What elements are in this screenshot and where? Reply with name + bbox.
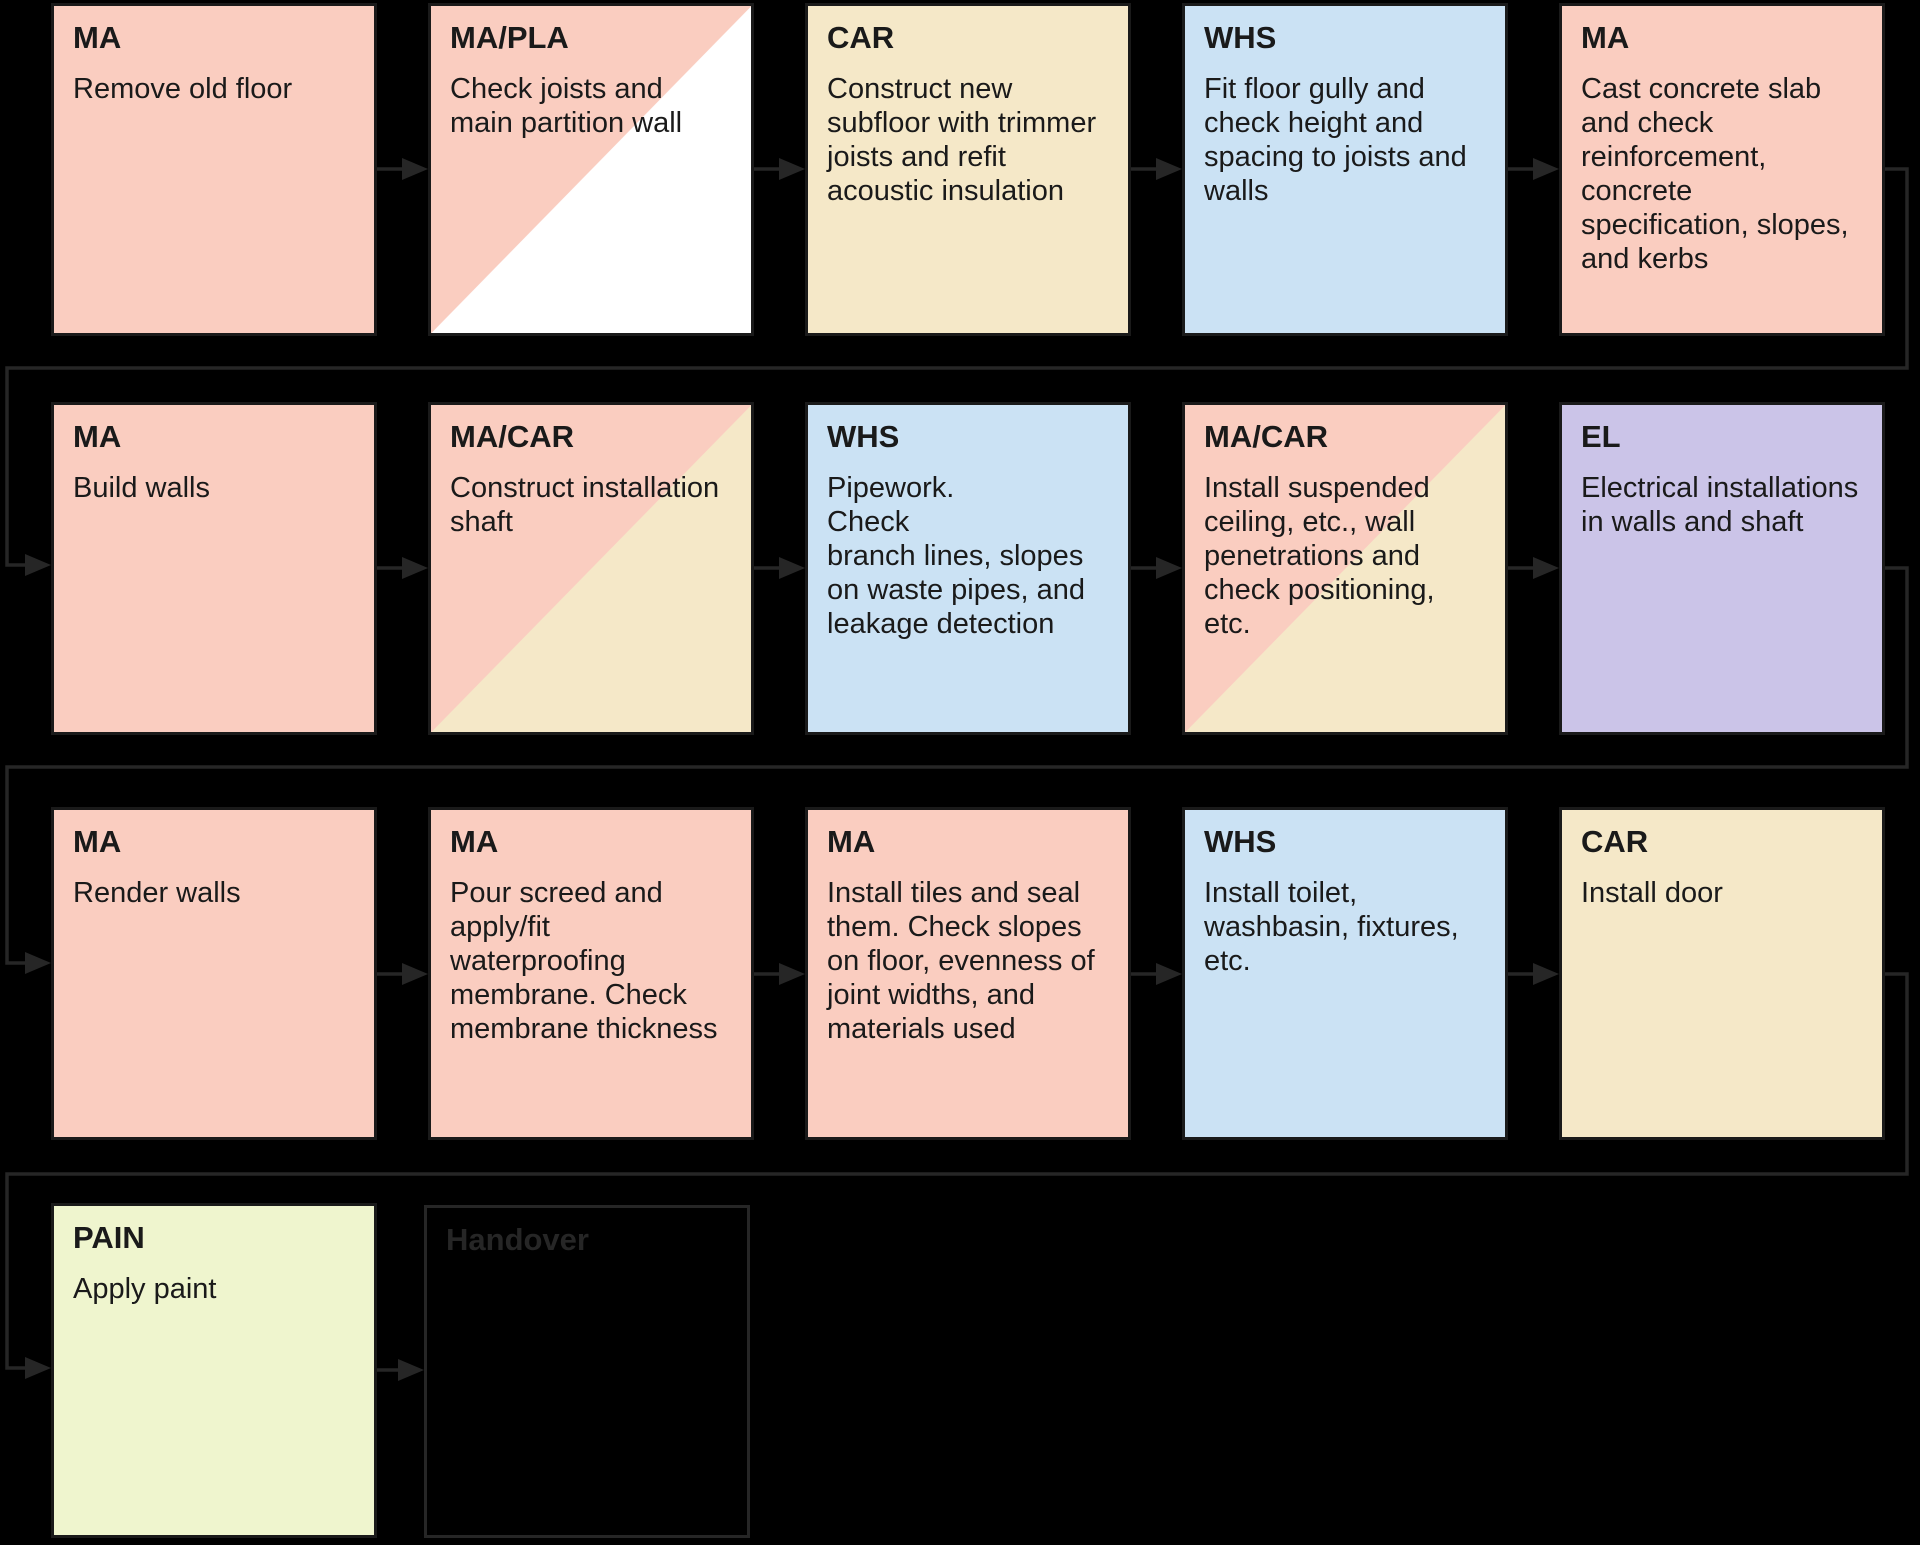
task-desc: Construct installation shaft xyxy=(450,472,720,538)
task-code: MA/PLA xyxy=(450,20,569,55)
task-check-joists: MA/PLA Check joists and main partition w… xyxy=(428,3,754,336)
task-install-door: CAR Install door xyxy=(1559,807,1885,1140)
task-remove-old-floor: MA Remove old floor xyxy=(51,3,377,336)
task-install-sanitaryware: WHS Install toilet, washbasin, fixtures,… xyxy=(1182,807,1508,1140)
task-cast-concrete-slab: MA Cast concrete slab and check reinforc… xyxy=(1559,3,1885,336)
task-code: MA xyxy=(450,824,499,859)
task-code: MA/CAR xyxy=(450,419,574,454)
task-desc: Construct new subfloor with trimmer jois… xyxy=(827,73,1097,207)
task-code: CAR xyxy=(827,20,895,55)
task-code: MA xyxy=(73,20,122,55)
task-desc: Cast concrete slab and check reinforceme… xyxy=(1581,73,1849,275)
task-desc: Build walls xyxy=(73,472,210,504)
task-pipework: WHS Pipework. Check branch lines, slopes… xyxy=(805,402,1131,735)
task-desc: Install tiles and seal them. Check slope… xyxy=(827,877,1095,1045)
task-build-walls: MA Build walls xyxy=(51,402,377,735)
task-install-tiles: MA Install tiles and seal them. Check sl… xyxy=(805,807,1131,1140)
task-code: WHS xyxy=(827,419,900,454)
task-desc: Electrical installations in walls and sh… xyxy=(1581,472,1859,538)
task-installation-shaft: MA/CAR Construct installation shaft xyxy=(428,402,754,735)
task-floor-gully: WHS Fit floor gully and check height and… xyxy=(1182,3,1508,336)
task-desc: Install toilet, washbasin, fixtures, etc… xyxy=(1204,877,1459,977)
task-desc: Check joists and main partition wall xyxy=(450,73,683,139)
task-code: MA xyxy=(73,824,122,859)
task-desc: Remove old floor xyxy=(73,73,293,105)
task-code: MA/CAR xyxy=(1204,419,1328,454)
task-code: MA xyxy=(73,419,122,454)
task-desc: Install door xyxy=(1581,877,1723,909)
task-code: WHS xyxy=(1204,824,1277,859)
task-desc: Apply paint xyxy=(73,1273,217,1305)
task-render-walls: MA Render walls xyxy=(51,807,377,1140)
task-code: PAIN xyxy=(73,1220,145,1255)
task-desc: Pour screed and apply/fit waterproofing … xyxy=(450,877,718,1045)
task-code: MA xyxy=(1581,20,1630,55)
task-code: CAR xyxy=(1581,824,1649,859)
task-desc: Render walls xyxy=(73,877,241,909)
handover-label: Handover xyxy=(446,1222,589,1257)
task-code: EL xyxy=(1581,419,1621,454)
task-electrical-installations: EL Electrical installations in walls and… xyxy=(1559,402,1885,735)
task-screed-membrane: MA Pour screed and apply/fit waterproofi… xyxy=(428,807,754,1140)
task-code: MA xyxy=(827,824,876,859)
task-desc: Fit floor gully and check height and spa… xyxy=(1204,73,1467,207)
task-desc: Pipework. Check branch lines, slopes on … xyxy=(827,472,1085,640)
task-suspended-ceiling: MA/CAR Install suspended ceiling, etc., … xyxy=(1182,402,1508,735)
task-new-subfloor: CAR Construct new subfloor with trimmer … xyxy=(805,3,1131,336)
task-apply-paint: PAIN Apply paint xyxy=(51,1203,377,1538)
task-code: WHS xyxy=(1204,20,1277,55)
handover-box: Handover xyxy=(424,1205,750,1538)
task-desc: Install suspended ceiling, etc., wall pe… xyxy=(1204,472,1435,640)
